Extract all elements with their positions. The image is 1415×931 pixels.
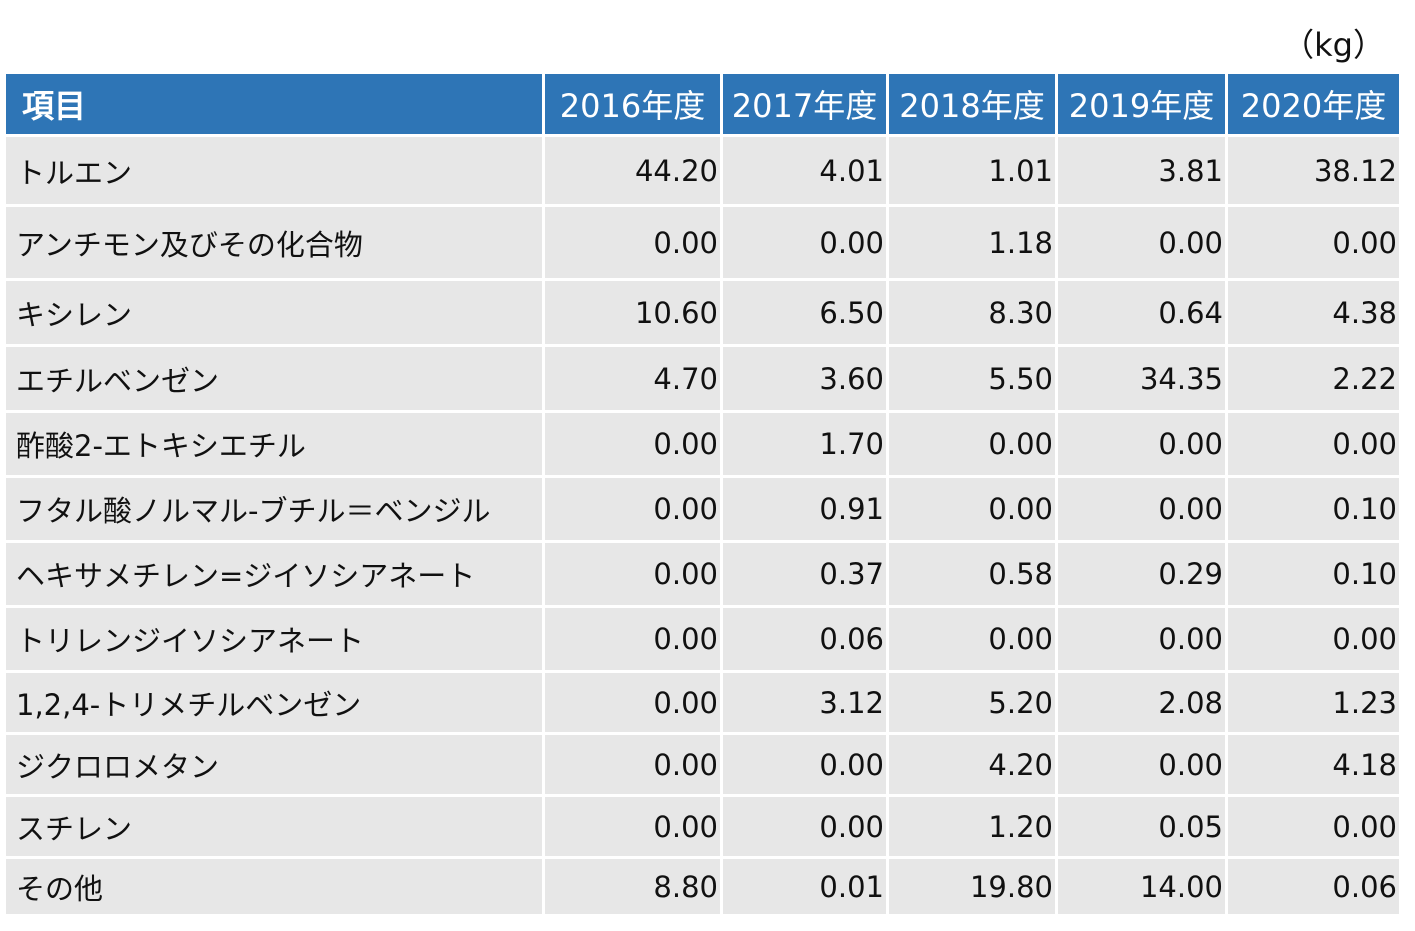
cell-value: 0.05 xyxy=(1055,794,1228,859)
cell-value: 0.37 xyxy=(720,540,889,608)
cell-value: 0.00 xyxy=(1225,794,1402,859)
cell-value: 1.18 xyxy=(886,204,1058,281)
row-name: その他 xyxy=(3,856,545,917)
cell-value: 0.00 xyxy=(1055,410,1228,478)
cell-value: 5.50 xyxy=(886,344,1058,413)
cell-value: 0.10 xyxy=(1225,540,1402,608)
cell-value: 0.00 xyxy=(886,410,1058,478)
cell-value: 0.00 xyxy=(542,670,723,735)
cell-value: 44.20 xyxy=(542,134,723,207)
cell-value: 1.20 xyxy=(886,794,1058,859)
table-row: エチルベンゼン 4.70 3.60 5.50 34.35 2.22 xyxy=(3,344,1402,413)
cell-value: 0.64 xyxy=(1055,278,1228,347)
table-row: キシレン 10.60 6.50 8.30 0.64 4.38 xyxy=(3,278,1402,347)
cell-value: 0.06 xyxy=(720,605,889,673)
cell-value: 0.00 xyxy=(720,732,889,797)
table-row: 1,2,4-トリメチルベンゼン 0.00 3.12 5.20 2.08 1.23 xyxy=(3,670,1402,735)
cell-value: 0.00 xyxy=(542,605,723,673)
row-name: スチレン xyxy=(3,794,545,859)
cell-value: 4.18 xyxy=(1225,732,1402,797)
table-row: その他 8.80 0.01 19.80 14.00 0.06 xyxy=(3,856,1402,917)
table-row: アンチモン及びその化合物 0.00 0.00 1.18 0.00 0.00 xyxy=(3,204,1402,281)
cell-value: 0.00 xyxy=(1225,410,1402,478)
row-name: 1,2,4-トリメチルベンゼン xyxy=(3,670,545,735)
cell-value: 3.60 xyxy=(720,344,889,413)
cell-value: 3.12 xyxy=(720,670,889,735)
table-row: ヘキサメチレン=ジイソシアネート 0.00 0.37 0.58 0.29 0.10 xyxy=(3,540,1402,608)
cell-value: 0.00 xyxy=(720,794,889,859)
cell-value: 0.00 xyxy=(1225,204,1402,281)
unit-label: （kg） xyxy=(1282,26,1385,64)
cell-value: 0.00 xyxy=(1055,204,1228,281)
cell-value: 1.01 xyxy=(886,134,1058,207)
cell-value: 0.00 xyxy=(542,410,723,478)
cell-value: 6.50 xyxy=(720,278,889,347)
cell-value: 4.20 xyxy=(886,732,1058,797)
row-name: フタル酸ノルマル-ブチル＝ベンジル xyxy=(3,475,545,543)
header-2020: 2020年度 xyxy=(1225,71,1402,137)
row-name: キシレン xyxy=(3,278,545,347)
cell-value: 0.06 xyxy=(1225,856,1402,917)
cell-value: 0.00 xyxy=(1055,475,1228,543)
row-name: 酢酸2-エトキシエチル xyxy=(3,410,545,478)
cell-value: 4.38 xyxy=(1225,278,1402,347)
cell-value: 0.00 xyxy=(886,605,1058,673)
table-row: スチレン 0.00 0.00 1.20 0.05 0.00 xyxy=(3,794,1402,859)
cell-value: 4.01 xyxy=(720,134,889,207)
cell-value: 0.00 xyxy=(542,204,723,281)
cell-value: 1.23 xyxy=(1225,670,1402,735)
row-name: ジクロロメタン xyxy=(3,732,545,797)
header-2017: 2017年度 xyxy=(720,71,889,137)
cell-value: 19.80 xyxy=(886,856,1058,917)
cell-value: 8.30 xyxy=(886,278,1058,347)
cell-value: 0.00 xyxy=(1055,605,1228,673)
header-2018: 2018年度 xyxy=(886,71,1058,137)
row-name: トルエン xyxy=(3,134,545,207)
cell-value: 0.00 xyxy=(542,794,723,859)
cell-value: 0.10 xyxy=(1225,475,1402,543)
cell-value: 0.00 xyxy=(720,204,889,281)
cell-value: 0.00 xyxy=(542,475,723,543)
table-row: 酢酸2-エトキシエチル 0.00 1.70 0.00 0.00 0.00 xyxy=(3,410,1402,478)
header-2016: 2016年度 xyxy=(542,71,723,137)
row-name: ヘキサメチレン=ジイソシアネート xyxy=(3,540,545,608)
header-row: 項目 2016年度 2017年度 2018年度 2019年度 2020年度 xyxy=(3,71,1402,137)
cell-value: 2.22 xyxy=(1225,344,1402,413)
cell-value: 0.00 xyxy=(1055,732,1228,797)
cell-value: 0.00 xyxy=(542,732,723,797)
cell-value: 38.12 xyxy=(1225,134,1402,207)
table-row: ジクロロメタン 0.00 0.00 4.20 0.00 4.18 xyxy=(3,732,1402,797)
cell-value: 0.01 xyxy=(720,856,889,917)
table-row: フタル酸ノルマル-ブチル＝ベンジル 0.00 0.91 0.00 0.00 0.10 xyxy=(3,475,1402,543)
table-row: トリレンジイソシアネート 0.00 0.06 0.00 0.00 0.00 xyxy=(3,605,1402,673)
row-name: トリレンジイソシアネート xyxy=(3,605,545,673)
cell-value: 4.70 xyxy=(542,344,723,413)
cell-value: 0.00 xyxy=(886,475,1058,543)
emissions-table: 項目 2016年度 2017年度 2018年度 2019年度 2020年度 トル… xyxy=(3,71,1402,917)
cell-value: 0.58 xyxy=(886,540,1058,608)
cell-value: 14.00 xyxy=(1055,856,1228,917)
header-2019: 2019年度 xyxy=(1055,71,1228,137)
cell-value: 10.60 xyxy=(542,278,723,347)
table-row: トルエン 44.20 4.01 1.01 3.81 38.12 xyxy=(3,134,1402,207)
cell-value: 1.70 xyxy=(720,410,889,478)
cell-value: 0.00 xyxy=(1225,605,1402,673)
row-name: アンチモン及びその化合物 xyxy=(3,204,545,281)
cell-value: 0.91 xyxy=(720,475,889,543)
cell-value: 34.35 xyxy=(1055,344,1228,413)
header-item: 項目 xyxy=(3,71,545,137)
row-name: エチルベンゼン xyxy=(3,344,545,413)
cell-value: 5.20 xyxy=(886,670,1058,735)
cell-value: 0.29 xyxy=(1055,540,1228,608)
cell-value: 0.00 xyxy=(542,540,723,608)
cell-value: 8.80 xyxy=(542,856,723,917)
cell-value: 2.08 xyxy=(1055,670,1228,735)
cell-value: 3.81 xyxy=(1055,134,1228,207)
